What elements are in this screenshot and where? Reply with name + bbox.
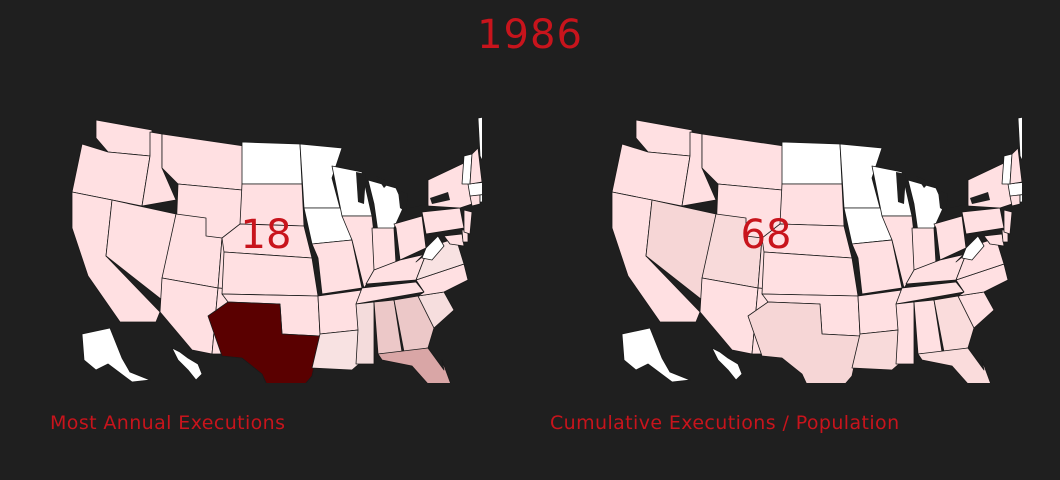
- state-ms: [895, 301, 915, 365]
- state-az: [699, 277, 759, 355]
- great-lake-3: [398, 190, 408, 212]
- great-lake-3: [938, 190, 948, 212]
- state-pa: [421, 207, 465, 235]
- state-mt: [161, 133, 245, 191]
- state-hi: [711, 347, 743, 381]
- state-tx: [207, 301, 321, 383]
- state-fl: [917, 347, 991, 383]
- state-ar: [857, 289, 903, 335]
- state-me: [1017, 116, 1022, 161]
- state-nj: [1003, 209, 1013, 235]
- state-nd: [241, 141, 303, 185]
- state-wv: [961, 235, 985, 261]
- left-map-caption: Most Annual Executions: [50, 412, 286, 434]
- state-nh: [469, 147, 482, 185]
- state-ks: [761, 251, 859, 297]
- state-mo: [851, 239, 903, 295]
- state-ks: [221, 251, 319, 297]
- state-ga: [933, 295, 975, 353]
- state-ms: [355, 301, 375, 365]
- state-nd: [781, 141, 843, 185]
- great-lake-4: [410, 204, 430, 214]
- map-most-annual-executions: [12, 108, 482, 383]
- state-mo: [311, 239, 363, 295]
- annual-executions-count: 18: [240, 212, 292, 258]
- great-lake-5: [970, 192, 990, 204]
- state-pa: [961, 207, 1005, 235]
- cumulative-executions-count: 68: [740, 212, 792, 258]
- state-md: [443, 233, 465, 247]
- state-ri: [479, 193, 482, 203]
- state-mt: [701, 133, 785, 191]
- state-me: [477, 116, 482, 161]
- great-lake-1: [896, 172, 906, 204]
- state-nj: [463, 209, 473, 235]
- great-lake-4: [950, 204, 970, 214]
- state-wv: [421, 235, 445, 261]
- state-md: [983, 233, 1005, 247]
- state-ga: [393, 295, 435, 353]
- state-oh: [933, 215, 967, 261]
- state-mn: [839, 143, 883, 209]
- us-map-left: [71, 116, 482, 383]
- us-map-right: [611, 116, 1022, 383]
- state-hi: [171, 347, 203, 381]
- great-lake-2: [916, 176, 930, 188]
- state-nh: [1009, 147, 1022, 185]
- great-lake-2: [376, 176, 390, 188]
- state-ak: [81, 327, 151, 383]
- state-tx: [747, 301, 861, 383]
- state-ri: [1019, 193, 1022, 203]
- state-mn: [299, 143, 343, 209]
- state-fl: [377, 347, 451, 383]
- right-map-caption: Cumulative Executions / Population: [550, 412, 900, 434]
- great-lake-1: [356, 172, 366, 204]
- state-ak: [621, 327, 691, 383]
- state-az: [159, 277, 219, 355]
- state-oh: [393, 215, 427, 261]
- year-title: 1986: [477, 12, 583, 58]
- map-cumulative-executions: [552, 108, 1022, 383]
- great-lake-5: [430, 192, 450, 204]
- state-ar: [317, 289, 363, 335]
